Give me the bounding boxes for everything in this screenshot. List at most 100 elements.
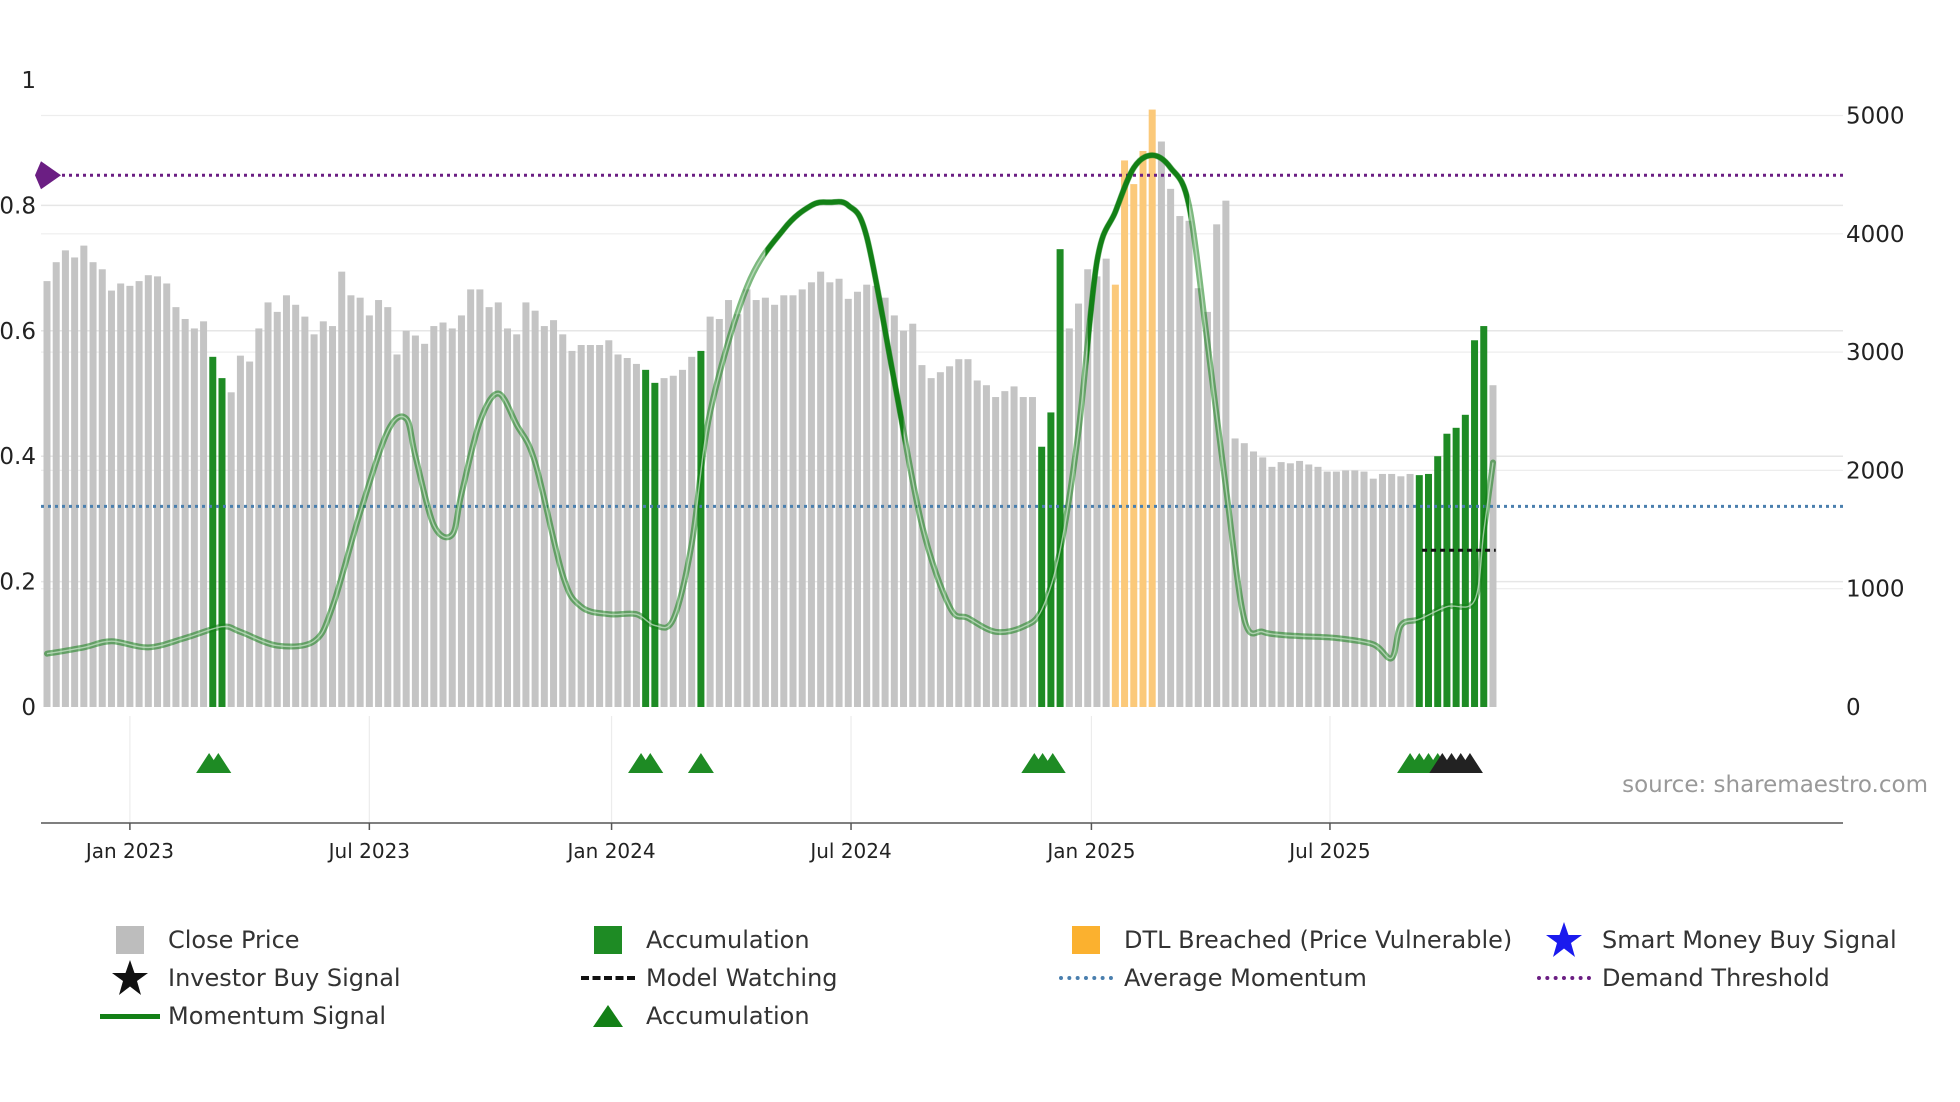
momentum-signal-strong-segment: [1087, 152, 1190, 369]
close-price-bar: [144, 275, 152, 707]
close-price-bar: [678, 369, 686, 707]
close-price-bar: [789, 295, 797, 707]
left-axis-tick-label: 0.2: [0, 570, 36, 596]
accumulation-bar: [1415, 475, 1423, 707]
accumulation-bar: [1038, 446, 1046, 707]
close-price-bar: [660, 378, 668, 707]
close-price-bar: [881, 297, 889, 707]
accumulation-bar: [1434, 456, 1442, 707]
close-price-bar: [1167, 188, 1175, 707]
source-label: source: sharemaestro.com: [1622, 772, 1928, 798]
close-price-bar: [706, 316, 714, 707]
close-price-bar: [393, 354, 401, 707]
close-price-bar: [844, 298, 852, 707]
close-price-bar: [457, 315, 465, 707]
close-price-bar: [1213, 224, 1221, 707]
close-price-bar: [1093, 276, 1101, 707]
close-price-bar: [365, 315, 373, 707]
close-price-bar: [476, 289, 484, 707]
accumulation-bar: [1443, 433, 1451, 707]
close-price-bar: [1102, 258, 1110, 707]
momentum-signal-highlight: [46, 154, 1494, 660]
close-price-bar: [402, 330, 410, 707]
accumulation-triangle: [687, 753, 714, 773]
accumulation-bar: [1047, 412, 1055, 707]
demand-threshold-marker: [35, 161, 61, 190]
close-price-bar: [1277, 462, 1285, 707]
close-price-bar: [1323, 471, 1331, 707]
close-price-bar: [522, 302, 530, 707]
accumulation-bar: [1452, 427, 1460, 707]
dtl-breached-bar: [1130, 184, 1138, 708]
close-price-bar: [1084, 269, 1092, 707]
momentum-signal-line: [44, 152, 1496, 662]
close-price-bar: [1397, 476, 1405, 707]
close-price-bar: [71, 257, 79, 707]
close-price-bar: [1314, 466, 1322, 707]
close-price-bar: [909, 323, 917, 707]
close-price-bar: [1019, 397, 1027, 707]
close-price-bar: [319, 321, 327, 707]
close-price-bar: [107, 290, 115, 707]
close-price-bar: [264, 302, 272, 707]
close-price-bar: [190, 328, 198, 707]
close-price-bar: [1268, 466, 1276, 707]
close-price-bar: [255, 328, 263, 707]
close-price-bar: [568, 350, 576, 707]
dtl-breached-bar: [1121, 160, 1129, 707]
accumulation-bar: [642, 369, 650, 707]
close-price-bar: [1222, 200, 1230, 708]
close-price-bar: [955, 359, 963, 707]
close-price-bar: [1305, 464, 1313, 707]
close-price-bar: [448, 328, 456, 707]
right-axis-tick-label: 3000: [1846, 340, 1905, 366]
close-price-bar: [1185, 220, 1193, 708]
close-price-bar: [540, 326, 548, 707]
close-price-bar: [927, 378, 935, 707]
close-price-bar: [1010, 386, 1018, 707]
close-price-bar: [725, 300, 733, 707]
close-price-bar: [1388, 473, 1396, 707]
close-price-bar: [154, 276, 162, 707]
left-axis-tick-label: 0.4: [0, 444, 36, 470]
close-price-bar: [1203, 311, 1211, 707]
close-price-bar: [669, 375, 677, 707]
x-axis-tick-label: Jan 2025: [1045, 839, 1135, 863]
close-price-bar: [798, 289, 806, 707]
close-price-bar: [1259, 457, 1267, 707]
close-price-bar: [200, 321, 208, 707]
x-axis: Jan 2023 Jul 2023 Jan 2024 Jul 2024 Jan 2025…: [41, 822, 1843, 863]
close-price-bar: [1342, 470, 1350, 707]
dtl-breached-bar: [1139, 150, 1147, 707]
close-price-bar: [623, 358, 631, 707]
close-price-bar: [1378, 473, 1386, 707]
close-price-bar: [863, 284, 871, 707]
close-price-bar: [1286, 463, 1294, 707]
right-axis-ticks: 0 1000 2000 3000 4000 5000: [1846, 103, 1905, 721]
close-price-bar: [973, 380, 981, 707]
left-axis-tick-label: 0.8: [0, 193, 36, 219]
close-price-bar: [1406, 473, 1414, 707]
close-price-bar: [1028, 397, 1036, 707]
close-price-bar: [1240, 443, 1248, 707]
close-price-bar: [61, 250, 69, 707]
close-price-bars: [43, 109, 1497, 708]
close-price-bar: [780, 295, 788, 707]
close-price-bar: [310, 334, 318, 707]
close-price-bar: [80, 245, 88, 708]
accumulation-triangle: [1039, 753, 1066, 773]
demand-threshold-line: [35, 161, 1843, 190]
close-price-bar: [1489, 385, 1497, 707]
accumulation-triangle: [637, 753, 664, 773]
close-price-bar: [752, 300, 760, 707]
close-price-bar: [1296, 460, 1304, 707]
close-price-bar: [1157, 141, 1165, 708]
accumulation-bar: [1425, 473, 1432, 707]
close-price-bar: [375, 300, 383, 707]
close-price-bar: [586, 344, 594, 707]
close-price-bar: [826, 282, 834, 707]
close-price-bar: [135, 281, 143, 707]
close-price-bar: [632, 363, 640, 707]
left-axis-tick-label: 0.6: [0, 319, 36, 345]
close-price-bar: [771, 304, 779, 707]
